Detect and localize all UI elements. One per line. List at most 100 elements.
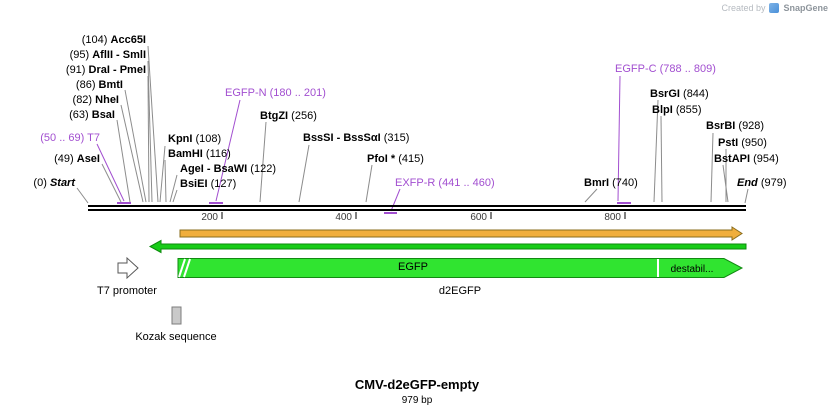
primer-site-marks[interactable] [117,202,631,214]
site-pos: (954) [753,153,779,165]
terminus-label-start[interactable]: (0) Start [33,177,75,190]
site-name: AgeI - BsaWI [180,163,248,175]
site-pos: (49) [54,153,74,165]
primer-connector-line [617,75,621,202]
ruler-label-400: 400 [335,212,352,223]
plasmid-backbone[interactable] [88,205,746,211]
site-label-bsssi[interactable]: BssSI - BssSαI (315) [303,132,409,145]
site-pos: (844) [683,88,709,100]
primer-name: EXFP-R [395,177,436,189]
connector-line [120,104,144,203]
site-name: PfoI * [367,153,396,165]
site-label-agei-bsawi[interactable]: AgeI - BsaWI (122) [180,163,276,176]
site-pos: (315) [383,132,410,144]
site-pos: (86) [75,79,96,91]
site-label-bsiei[interactable]: BsiEI (127) [180,178,236,191]
site-name: BlpI [652,104,673,116]
site-name: BsiEI [180,178,208,190]
site-label-bstapi[interactable]: BstAPI (954) [714,153,779,166]
site-name: BstAPI [714,153,751,165]
site-pos: (104) [81,34,108,46]
connector-line [124,89,147,203]
reverse-strand-arrow[interactable] [148,239,747,254]
site-label-drai-pmei[interactable]: (91) DraI - PmeI [66,64,146,77]
site-pos: (950) [741,137,767,149]
site-label-acc65i[interactable]: (104) Acc65I [82,34,146,47]
watermark-brand: SnapGene [783,3,828,13]
kozak-box[interactable] [171,306,182,325]
site-pos: (108) [195,133,222,145]
site-name: BamHI [168,148,203,160]
primer-pos: (441 .. 460) [438,177,495,189]
connector-line [164,159,167,203]
site-label-btgzi[interactable]: BtgZI (256) [260,110,317,123]
site-pos: (740) [612,177,638,189]
site-label-aflii-smli[interactable]: (95) AflII - SmlI [70,49,146,62]
site-label-bsrgi[interactable]: BsrGI (844) [650,88,709,101]
terminus-pos: (979) [760,177,787,189]
t7-promoter-arrow[interactable] [117,256,139,280]
site-label-nhei[interactable]: (82) NheI [73,94,119,107]
site-pos: (256) [291,110,317,122]
connector-line [159,145,166,203]
connector-line [365,164,373,203]
terminus-pos: (0) [33,177,47,189]
site-label-bmti[interactable]: (86) BmtI [76,79,123,92]
connector-line [710,132,714,203]
site-pos: (63) [69,109,89,121]
t7-promoter-label[interactable]: T7 promoter [97,285,157,297]
site-pos: (95) [69,49,90,61]
site-label-psti[interactable]: PstI (950) [718,137,767,150]
destabil-arrow-label[interactable]: destabil... [670,264,714,275]
connector-line [147,45,159,203]
primer-name: EGFP-C [615,63,657,75]
d2egfp-label[interactable]: d2EGFP [438,285,482,297]
site-name: DraI - PmeI [88,64,146,76]
site-label-kpni[interactable]: KpnI (108) [168,133,221,146]
terminus-name: Start [49,177,75,189]
site-label-bsai[interactable]: (63) BsaI [69,109,115,122]
primer-connector-line [215,99,241,202]
ruler-label-200: 200 [201,212,218,223]
site-name: NheI [95,94,119,106]
orf-arrow[interactable] [179,226,743,241]
site-name: BmtI [98,79,123,91]
site-name: Acc65I [110,34,146,46]
ruler-label-800: 800 [604,212,621,223]
site-label-bmri[interactable]: BmrI (740) [584,177,638,190]
site-pos: (116) [205,148,231,160]
terminus-name: End [737,177,758,189]
primer-pos: (788 .. 809) [659,63,716,75]
site-label-blpi[interactable]: BlpI (855) [652,104,702,117]
watermark-prefix: Created by [721,3,766,13]
site-label-pfoi[interactable]: PfoI * (415) [367,153,424,166]
egfp-feature-arrow[interactable] [177,258,744,278]
egfp-arrow-label[interactable]: EGFP [398,261,428,273]
primer-connector-lines [96,75,621,212]
snapgene-logo-icon [769,3,780,13]
primer-label-t7[interactable]: (50 .. 69) T7 [40,132,100,145]
site-pos: (122) [250,163,276,175]
site-label-bamhi[interactable]: BamHI (116) [168,148,231,161]
connector-line [76,187,89,204]
primer-name: T7 [87,132,100,144]
primer-label-exfp-r[interactable]: EXFP-R (441 .. 460) [395,177,495,190]
connector-line [147,60,153,203]
terminus-label-end[interactable]: End (979) [737,177,787,190]
primer-label-egfp-c[interactable]: EGFP-C (788 .. 809) [615,63,716,76]
site-pos: (82) [72,94,93,106]
site-label-bsrbi[interactable]: BsrBI (928) [706,120,764,133]
primer-name: EGFP-N [225,87,267,99]
connector-line [169,174,178,203]
primer-pos: (50 .. 69) [40,132,85,144]
primer-label-egfp-n[interactable]: EGFP-N (180 .. 201) [225,87,326,100]
watermark: Created by SnapGene [721,3,828,13]
primer-connector-line [96,143,125,202]
site-pos: (928) [738,120,765,132]
site-label-asei[interactable]: (49) AseI [54,153,100,166]
kozak-label[interactable]: Kozak sequence [135,331,217,343]
site-name: AflII - SmlI [92,49,146,61]
connector-line [660,115,663,203]
